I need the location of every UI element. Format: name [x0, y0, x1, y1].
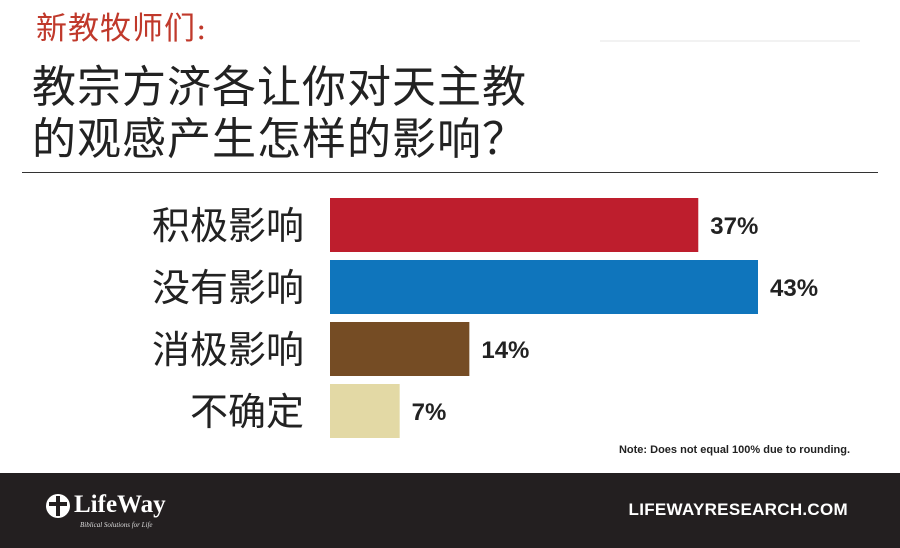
- category-label: 积极影响: [152, 204, 304, 248]
- rounding-note: Note: Does not equal 100% due to roundin…: [618, 444, 850, 456]
- lifeway-logo[interactable]: LifeWay Biblical Solutions for Life: [44, 491, 184, 535]
- bar: [330, 260, 758, 314]
- category-label: 不确定: [190, 390, 304, 434]
- logo-tagline: Biblical Solutions for Life: [80, 521, 153, 529]
- header-decoration: [600, 40, 860, 42]
- category-label: 没有影响: [152, 266, 304, 310]
- logo-wordmark: LifeWay: [74, 491, 166, 518]
- title-divider: [22, 172, 878, 173]
- bar: [330, 384, 400, 438]
- category-label: 消极影响: [152, 328, 304, 372]
- data-label: 43%: [770, 275, 818, 302]
- data-label: 14%: [481, 337, 529, 364]
- bar-chart: 积极影响 37% 没有影响 43% 消极影响 14% 不确定 7%: [152, 194, 818, 442]
- chart-title-line-1: 教宗方济各让你对天主教: [32, 62, 527, 113]
- bar: [330, 322, 470, 376]
- footer-bar: LifeWay Biblical Solutions for Life LIFE…: [0, 473, 900, 548]
- chart-subtitle: 新教牧师们:: [36, 11, 208, 47]
- chart-title-line-2: 的观感产生怎样的影响？: [32, 114, 527, 165]
- bar: [330, 198, 699, 252]
- lifeway-cross-mark-icon: [44, 493, 72, 519]
- data-label: 7%: [412, 399, 447, 426]
- website-link[interactable]: LIFEWAYRESEARCH.COM: [628, 500, 848, 519]
- data-label: 37%: [710, 213, 758, 240]
